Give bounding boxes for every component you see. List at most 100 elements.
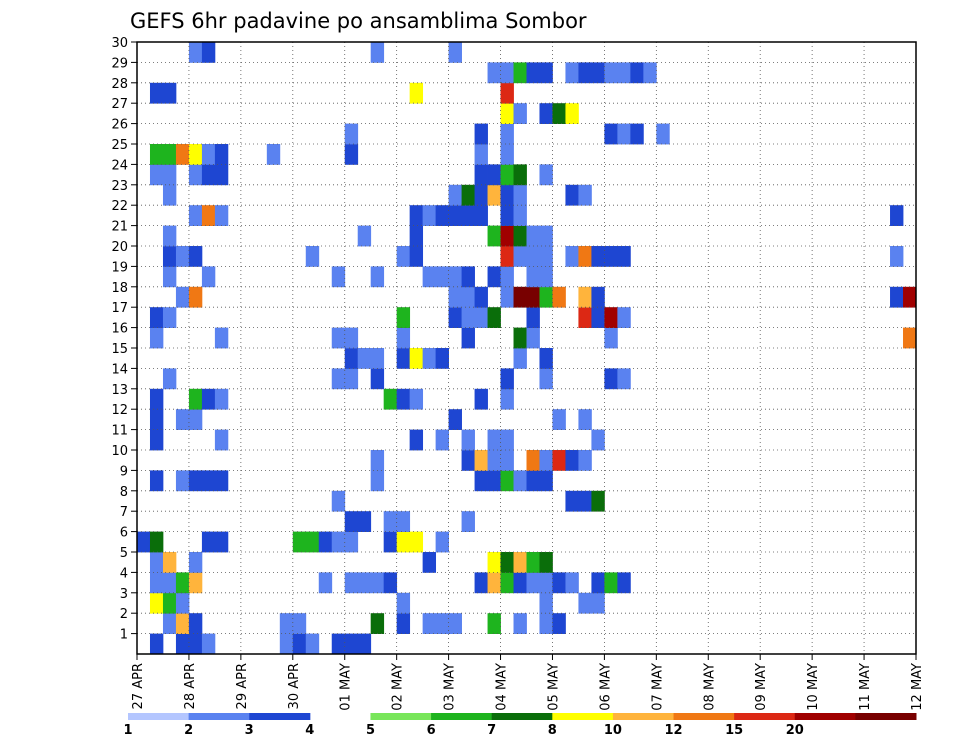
- x-tick-label: 30 APR: [287, 663, 302, 709]
- legend-swatch: [491, 713, 553, 720]
- y-tick-label: 28: [111, 77, 128, 92]
- heatmap-cell: [500, 246, 514, 267]
- heatmap-cell: [201, 205, 216, 226]
- heatmap-cell: [487, 266, 501, 288]
- heatmap-cell: [370, 613, 385, 634]
- heatmap-cell: [422, 266, 437, 288]
- heatmap-cell: [201, 42, 216, 63]
- heatmap-cell: [526, 246, 540, 267]
- x-tick-label: 29 APR: [235, 663, 250, 709]
- heatmap-cell: [578, 592, 592, 614]
- x-tick-label: 27 APR: [131, 663, 146, 709]
- heatmap-cell: [409, 82, 424, 104]
- heatmap-cell: [370, 266, 385, 288]
- heatmap-cell: [591, 62, 605, 84]
- legend-swatch: [612, 713, 675, 720]
- heatmap-cell: [292, 633, 307, 655]
- heatmap-cell: [383, 572, 398, 594]
- heatmap-cell: [500, 572, 514, 594]
- heatmap-cell: [409, 246, 424, 267]
- heatmap-cell: [396, 327, 411, 349]
- heatmap-cell: [448, 613, 462, 634]
- y-tick-label: 15: [111, 342, 128, 357]
- heatmap-cell: [396, 348, 411, 369]
- heatmap-cell: [591, 490, 605, 512]
- legend-label: 4: [305, 723, 314, 738]
- heatmap-cell: [656, 123, 670, 145]
- legend-swatch: [431, 713, 493, 720]
- heatmap-cell: [214, 429, 229, 451]
- heatmap-cell: [409, 388, 424, 410]
- heatmap-cell: [565, 572, 579, 594]
- heatmap-cell: [162, 552, 177, 573]
- heatmap-cell: [331, 490, 346, 512]
- heatmap-cell: [890, 246, 904, 267]
- heatmap-cell: [162, 246, 177, 267]
- heatmap-cell: [578, 490, 592, 512]
- y-tick-label: 7: [120, 505, 128, 520]
- legend-swatch: [673, 713, 735, 720]
- heatmap-cell: [448, 409, 462, 430]
- chart-title: GEFS 6hr padavine po ansamblima Sombor: [130, 9, 587, 33]
- heatmap-cell: [149, 164, 164, 186]
- heatmap-cell: [578, 184, 592, 206]
- legend-swatch: [128, 713, 190, 720]
- heatmap-cell: [487, 184, 501, 206]
- heatmap-cells: [137, 42, 917, 655]
- heatmap-cell: [383, 388, 398, 410]
- heatmap-cell: [513, 205, 527, 226]
- y-tick-label: 10: [111, 444, 128, 459]
- heatmap-cell: [331, 327, 346, 349]
- x-axis-ticks: 27 APR 28 APR 29 APR 30 APR 01 MAY 02 MAY 03 M…: [131, 654, 925, 711]
- legend-swatch: [794, 713, 856, 720]
- heatmap-cell: [526, 266, 540, 288]
- heatmap-cell: [331, 266, 346, 288]
- heatmap-cell: [539, 164, 553, 186]
- heatmap-cell: [188, 572, 203, 594]
- heatmap-cell: [461, 286, 475, 308]
- y-tick-label: 20: [111, 240, 128, 255]
- heatmap-cell: [162, 307, 177, 328]
- heatmap-cell: [474, 572, 488, 594]
- y-tick-label: 11: [111, 424, 128, 439]
- heatmap-cell: [396, 511, 411, 532]
- legend-swatch: [370, 713, 432, 720]
- heatmap-cell: [474, 205, 488, 226]
- heatmap-cell: [617, 62, 631, 84]
- y-tick-label: 19: [111, 260, 128, 275]
- heatmap-cell: [149, 470, 164, 492]
- heatmap-cell: [591, 286, 605, 308]
- heatmap-cell: [578, 450, 592, 471]
- heatmap-cell: [149, 429, 164, 451]
- heatmap-cell: [539, 62, 553, 84]
- y-tick-label: 24: [111, 158, 128, 173]
- heatmap-cell: [279, 613, 294, 634]
- heatmap-cell: [604, 123, 618, 145]
- heatmap-cell: [344, 633, 359, 655]
- heatmap-cell: [279, 633, 294, 655]
- heatmap-cell: [396, 613, 411, 634]
- heatmap-cell: [526, 62, 540, 84]
- heatmap-cell: [344, 511, 359, 532]
- heatmap-cell: [331, 633, 346, 655]
- heatmap-cell: [188, 286, 203, 308]
- heatmap-cell: [396, 531, 411, 553]
- heatmap-cell: [513, 613, 527, 634]
- heatmap-cell: [617, 123, 631, 145]
- heatmap-cell: [500, 205, 514, 226]
- heatmap-cell: [370, 470, 385, 492]
- heatmap-cell: [474, 470, 488, 492]
- heatmap-cell: [604, 307, 618, 328]
- y-tick-label: 6: [120, 526, 128, 541]
- heatmap-cell: [201, 470, 216, 492]
- heatmap-cell: [149, 531, 164, 553]
- heatmap-cell: [513, 164, 527, 186]
- heatmap-cell: [474, 286, 488, 308]
- heatmap-cell: [175, 470, 190, 492]
- heatmap-cell: [201, 266, 216, 288]
- heatmap-cell: [500, 450, 514, 471]
- x-tick-label: 09 MAY: [754, 663, 769, 711]
- heatmap-cell: [539, 592, 553, 614]
- heatmap-cell: [578, 307, 592, 328]
- heatmap-cell: [396, 388, 411, 410]
